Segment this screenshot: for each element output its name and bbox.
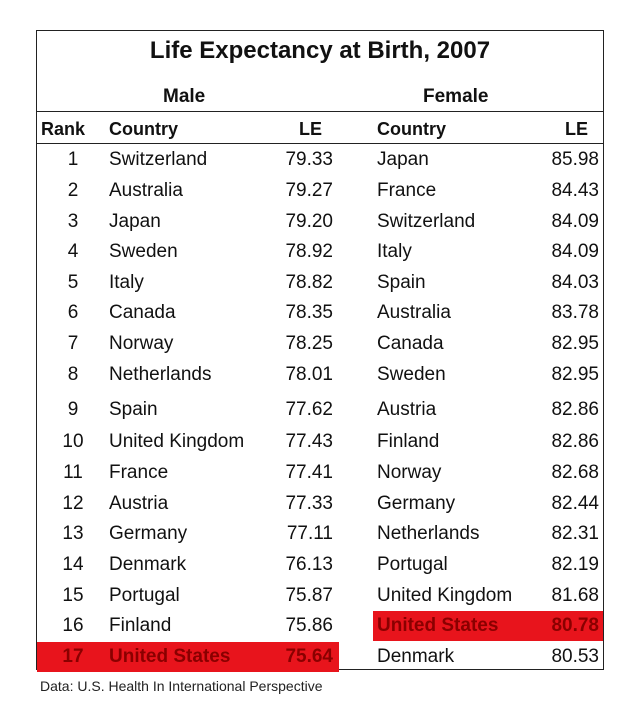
title-divider	[37, 111, 603, 112]
male-le-cell: 75.64	[285, 646, 333, 667]
male-country-cell: Switzerland	[109, 149, 208, 170]
male-le-cell: 77.43	[285, 431, 333, 452]
male-country-cell: Italy	[109, 272, 144, 293]
female-highlight-bar	[373, 611, 603, 641]
female-le-cell: 80.53	[551, 646, 599, 667]
table-frame: Life Expectancy at Birth, 2007 Male Fema…	[36, 30, 604, 672]
female-le-cell: 80.78	[551, 615, 599, 636]
male-country-cell: Austria	[109, 493, 169, 514]
male-country-cell: Australia	[109, 180, 183, 201]
rank-cell: 4	[67, 241, 79, 262]
female-country-cell: Italy	[377, 241, 412, 262]
male-le-cell: 76.13	[285, 554, 333, 575]
rank-cell: 9	[67, 399, 79, 420]
female-group-header: Female	[423, 86, 489, 107]
female-le-header: LE	[565, 119, 589, 139]
female-country-cell: Sweden	[377, 364, 446, 385]
rank-cell: 5	[67, 272, 79, 293]
female-le-cell: 82.95	[551, 364, 599, 385]
female-country-cell: Denmark	[377, 646, 455, 667]
male-country-cell: Netherlands	[109, 364, 212, 385]
male-le-cell: 77.62	[285, 399, 333, 420]
female-le-cell: 82.44	[551, 493, 599, 514]
rank-cell: 11	[63, 462, 83, 483]
male-le-cell: 78.25	[285, 333, 333, 354]
male-country-cell: United Kingdom	[109, 431, 245, 452]
rank-cell: 13	[62, 523, 84, 544]
male-country-cell: Japan	[109, 211, 161, 232]
female-country-cell: Netherlands	[377, 523, 480, 544]
male-highlight-bar	[37, 642, 339, 672]
male-le-cell: 77.11	[286, 523, 333, 544]
rank-cell: 7	[67, 333, 79, 354]
male-le-cell: 75.86	[285, 615, 333, 636]
female-le-cell: 84.43	[551, 180, 599, 201]
female-country-cell: Switzerland	[377, 211, 476, 232]
female-le-cell: 82.31	[551, 523, 599, 544]
female-le-cell: 84.09	[551, 211, 599, 232]
male-le-cell: 75.87	[285, 585, 333, 606]
male-le-cell: 78.01	[285, 364, 333, 385]
female-le-cell: 82.19	[551, 554, 599, 575]
female-le-cell: 82.68	[551, 462, 599, 483]
male-country-cell: Germany	[109, 523, 188, 544]
rank-cell: 8	[67, 364, 79, 385]
male-group-header: Male	[163, 86, 206, 107]
female-le-cell: 83.78	[551, 302, 599, 323]
male-country-cell: Canada	[109, 302, 176, 323]
rank-cell: 6	[67, 302, 79, 323]
female-country-cell: Canada	[377, 333, 444, 354]
rank-cell: 16	[62, 615, 84, 636]
male-country-cell: Portugal	[109, 585, 180, 606]
female-country-cell: United States	[377, 615, 499, 636]
female-le-cell: 82.95	[551, 333, 599, 354]
male-country-cell: Norway	[109, 333, 174, 354]
male-country-header: Country	[109, 119, 178, 139]
male-le-cell: 78.35	[285, 302, 333, 323]
female-country-cell: Germany	[377, 493, 456, 514]
male-country-cell: Finland	[109, 615, 172, 636]
female-country-cell: Spain	[377, 272, 426, 293]
male-le-cell: 79.27	[285, 180, 333, 201]
rank-cell: 12	[62, 493, 84, 514]
male-country-cell: Spain	[109, 399, 158, 420]
rank-cell: 1	[67, 149, 79, 170]
female-country-cell: Portugal	[377, 554, 448, 575]
female-country-cell: Austria	[377, 399, 437, 420]
male-le-cell: 78.82	[285, 272, 333, 293]
female-country-cell: Japan	[377, 149, 429, 170]
female-country-cell: United Kingdom	[377, 585, 513, 606]
female-country-cell: Norway	[377, 462, 442, 483]
rank-header: Rank	[41, 119, 86, 139]
rank-cell: 3	[67, 211, 79, 232]
female-country-cell: France	[377, 180, 437, 201]
male-le-header: LE	[299, 119, 323, 139]
rank-cell: 10	[62, 431, 84, 452]
male-country-cell: Denmark	[109, 554, 187, 575]
male-country-cell: Sweden	[109, 241, 178, 262]
male-le-cell: 79.20	[285, 211, 333, 232]
table-title: Life Expectancy at Birth, 2007	[149, 37, 491, 64]
male-le-cell: 78.92	[285, 241, 333, 262]
female-le-cell: 84.09	[551, 241, 599, 262]
female-le-cell: 82.86	[551, 399, 599, 420]
rank-cell: 2	[67, 180, 79, 201]
header-divider	[37, 143, 603, 144]
male-le-cell: 77.41	[285, 462, 333, 483]
female-country-header: Country	[377, 119, 446, 139]
male-le-cell: 79.33	[285, 149, 333, 170]
male-le-cell: 77.33	[285, 493, 333, 514]
rank-cell: 15	[62, 585, 84, 606]
rank-cell: 17	[62, 646, 84, 667]
female-le-cell: 81.68	[551, 585, 599, 606]
female-le-cell: 82.86	[551, 431, 599, 452]
male-country-cell: United States	[109, 646, 231, 667]
female-le-cell: 85.98	[551, 149, 599, 170]
female-country-cell: Finland	[377, 431, 440, 452]
rank-cell: 14	[62, 554, 84, 575]
female-country-cell: Australia	[377, 302, 451, 323]
male-country-cell: France	[109, 462, 169, 483]
female-le-cell: 84.03	[551, 272, 599, 293]
source-note: Data: U.S. Health In International Persp…	[40, 678, 323, 694]
